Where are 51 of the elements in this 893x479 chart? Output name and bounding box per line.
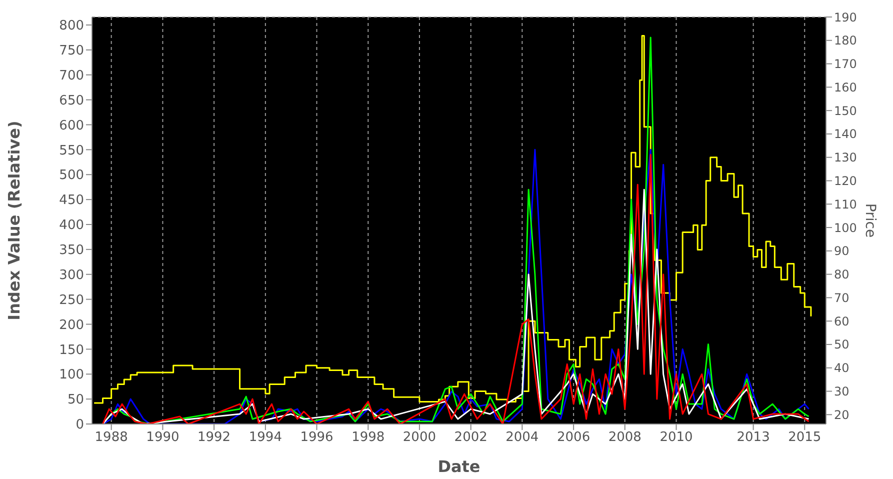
y-tick-label: 800 <box>59 18 84 34</box>
y-tick-label: 300 <box>59 268 84 283</box>
y2-tick-label: 60 <box>834 314 850 328</box>
y2-tick-label: 120 <box>834 174 857 188</box>
y2-axis-title: Price <box>862 203 878 238</box>
y2-tick-label: 70 <box>834 290 850 305</box>
y2-tick-label: 130 <box>834 150 857 165</box>
x-tick-label: 1990 <box>146 430 180 446</box>
x-tick-label: 1996 <box>300 430 334 446</box>
y2-tick-label: 40 <box>834 361 850 376</box>
y2-tick-label: 170 <box>834 57 857 72</box>
y-tick-label: 150 <box>59 342 84 358</box>
y2-tick-label: 140 <box>834 127 857 142</box>
y-tick-label: 550 <box>59 143 84 158</box>
y2-tick-label: 90 <box>834 244 850 258</box>
x-tick-label: 2015 <box>788 430 822 446</box>
y-tick-label: 500 <box>59 168 84 184</box>
y2-tick-label: 80 <box>834 268 850 282</box>
x-tick-label: 2000 <box>402 430 436 446</box>
y2-tick-label: 100 <box>834 220 857 235</box>
y-tick-label: 750 <box>59 44 84 59</box>
x-tick-label: 2010 <box>660 430 693 446</box>
x-tick-label: 2008 <box>608 430 642 446</box>
x-tick-label: 2013 <box>736 430 770 446</box>
x-tick-label: 1998 <box>352 430 385 446</box>
y-tick-label: 50 <box>67 392 84 408</box>
y-tick-label: 350 <box>59 243 84 258</box>
y-tick-label: 650 <box>59 93 84 108</box>
y-tick-label: 200 <box>59 318 84 333</box>
y2-tick-label: 180 <box>834 34 857 48</box>
y-tick-label: 700 <box>59 68 84 84</box>
y-tick-label: 400 <box>59 218 84 234</box>
y2-tick-label: 160 <box>834 80 857 94</box>
x-axis-title: Date <box>438 457 480 476</box>
y-tick-label: 450 <box>59 193 84 208</box>
x-tick-label: 2004 <box>506 430 539 446</box>
y2-tick-label: 30 <box>834 384 850 399</box>
y-tick-label: 600 <box>59 118 84 134</box>
y-tick-label: 100 <box>59 368 84 383</box>
y2-tick-label: 50 <box>834 338 850 352</box>
y2-tick-label: 150 <box>834 104 857 118</box>
y-tick-label: 250 <box>59 292 84 308</box>
y-tick-label: 0 <box>76 418 84 433</box>
y2-tick-label: 20 <box>834 408 850 422</box>
x-tick-label: 2002 <box>454 430 488 446</box>
x-tick-label: 2006 <box>557 430 590 446</box>
x-tick-label: 1994 <box>248 430 282 446</box>
y2-tick-label: 110 <box>834 197 857 212</box>
x-tick-label: 1988 <box>94 430 128 446</box>
y2-tick-label: 190 <box>834 10 857 24</box>
x-tick-label: 1992 <box>197 430 231 446</box>
